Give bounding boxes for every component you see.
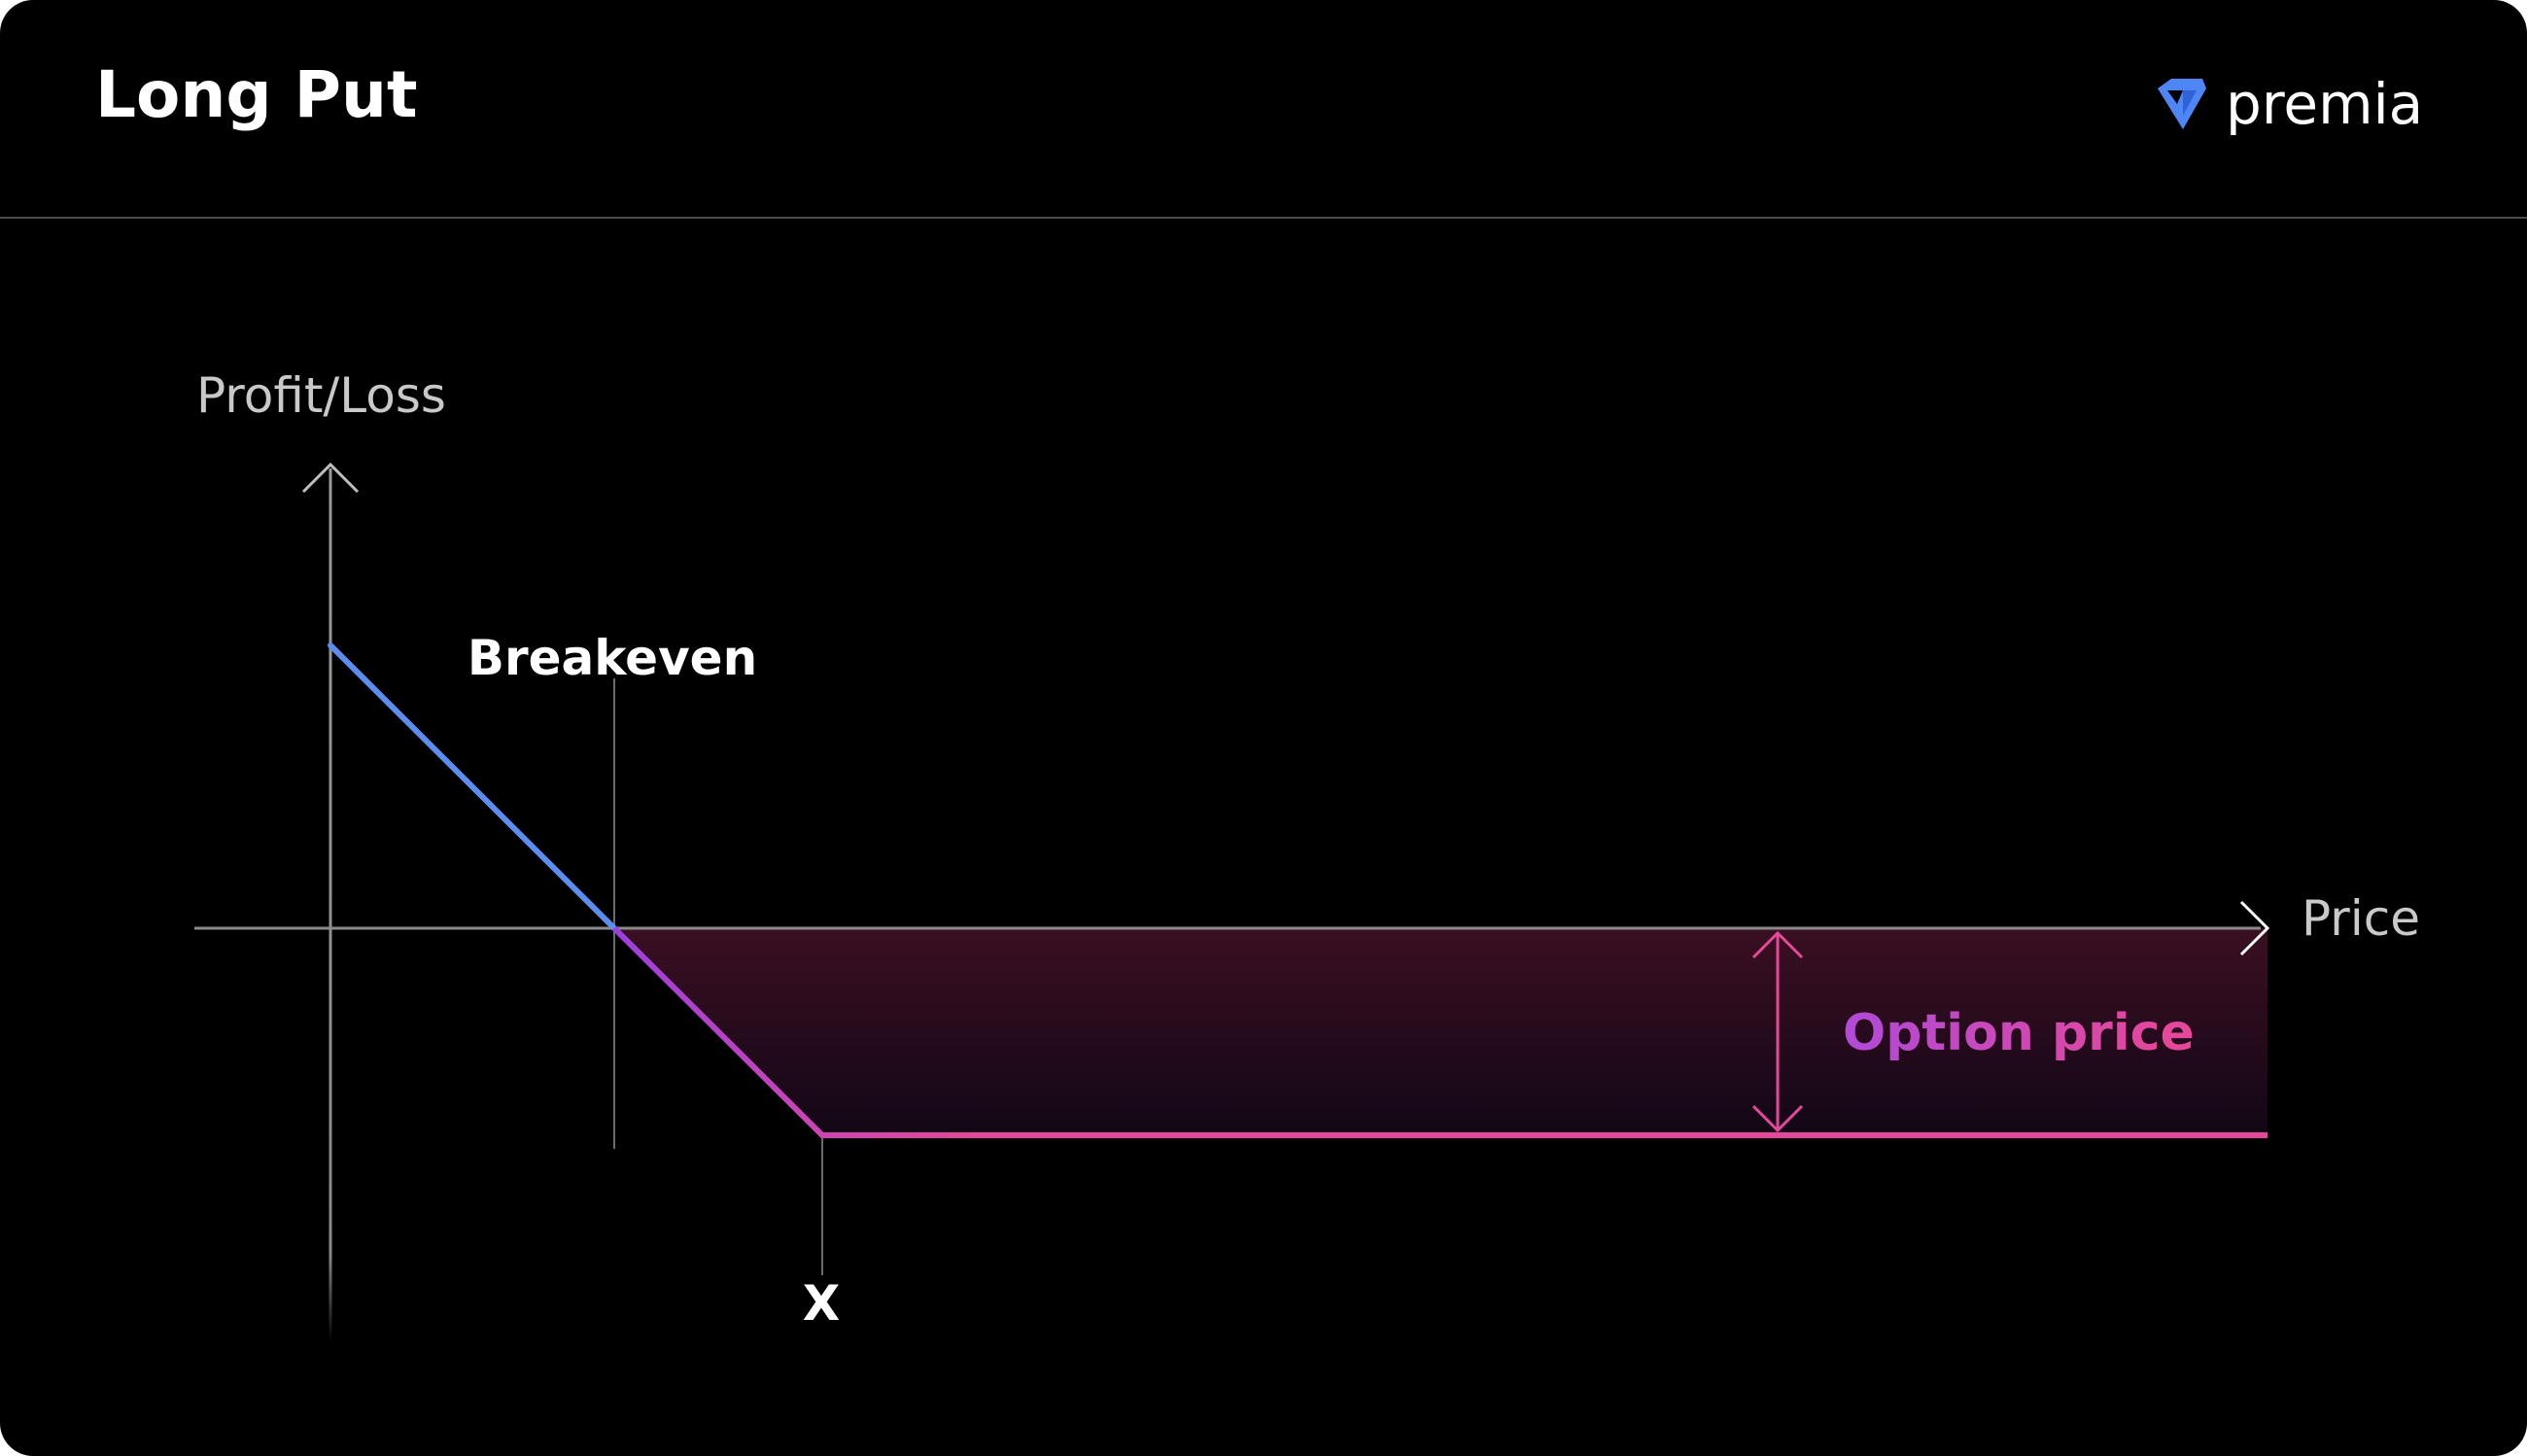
premia-logo-icon bbox=[2158, 79, 2206, 129]
premia-logo: premia bbox=[2154, 70, 2423, 138]
premium-arrow-top-head bbox=[1751, 930, 1804, 959]
header-divider bbox=[0, 217, 2527, 219]
page-title: Long Put bbox=[95, 57, 418, 132]
strike-label: X bbox=[803, 1275, 841, 1332]
loss-region-fill bbox=[614, 928, 2267, 1135]
y-axis-arrowhead bbox=[301, 462, 360, 494]
y-axis-label: Profit/Loss bbox=[196, 367, 446, 424]
x-axis-label: Price bbox=[2302, 890, 2420, 947]
premium-arrow-bottom-head bbox=[1751, 1104, 1804, 1133]
breakeven-label: Breakeven bbox=[467, 630, 757, 686]
option-price-label: Option price bbox=[1843, 1004, 2195, 1062]
payoff-profit-segment bbox=[328, 642, 617, 931]
brand-name: premia bbox=[2226, 71, 2424, 137]
x-axis-arrowhead bbox=[2239, 900, 2270, 956]
payoff-loss-segment bbox=[611, 925, 2267, 1138]
